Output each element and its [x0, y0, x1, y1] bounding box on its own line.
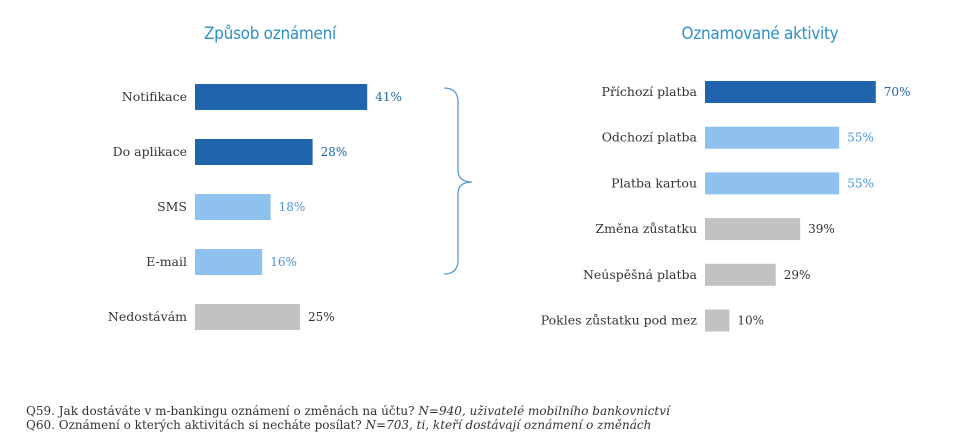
value-label: 16% — [270, 255, 297, 269]
category-label: Do aplikace — [113, 144, 187, 159]
value-label: 39% — [808, 222, 835, 236]
category-label: Platba kartou — [611, 175, 697, 190]
footnote-q60-sample: N=703, ti, kteří dostávají oznámení o zm… — [365, 418, 652, 432]
value-label: 25% — [308, 310, 335, 324]
bar-sms — [195, 194, 271, 220]
bar-do-aplikace — [195, 139, 313, 165]
chart-title-left: Způsob oznámení — [204, 24, 336, 44]
bar-příchozí-platba — [705, 81, 876, 103]
value-label: 70% — [884, 85, 911, 99]
bar-pokles-zůstatku-pod-mez — [705, 309, 730, 332]
bar-změna-zůstatku — [705, 218, 801, 241]
category-label: E-mail — [146, 254, 187, 269]
value-label: 29% — [784, 268, 811, 282]
bar-neúspěšná-platba — [705, 263, 776, 286]
chart-left-bars: Notifikace 41% Do aplikace 28% SMS 18% E-mail 1… — [108, 84, 402, 330]
footnote-q60-question: Q60. Oznámení o kterých aktivitách si ne… — [26, 418, 366, 432]
footnote-q59-question: Q59. Jak dostáváte v m-bankingu oznámení… — [26, 404, 419, 418]
value-label: 28% — [321, 145, 348, 159]
footnote-q59-sample: N=940, uživatelé mobilního bankovnictví — [418, 404, 670, 418]
category-label: SMS — [157, 199, 187, 214]
value-label: 41% — [375, 90, 402, 104]
bar-odchozí-platba — [705, 126, 840, 149]
value-label: 10% — [737, 314, 764, 328]
bar-platba-kartou — [705, 172, 840, 195]
value-label: 18% — [279, 200, 306, 214]
value-label: 55% — [847, 131, 874, 145]
category-label: Nedostávám — [108, 309, 187, 324]
bracket-connector — [443, 87, 473, 275]
category-label: Pokles zůstatku pod mez — [541, 313, 698, 328]
category-label: Notifikace — [122, 89, 187, 104]
chart-title-right: Oznamované aktivity — [681, 24, 839, 44]
footnote-q60: Q60. Oznámení o kterých aktivitách si ne… — [26, 418, 651, 432]
bar-nedostávám — [195, 304, 300, 330]
category-label: Změna zůstatku — [595, 221, 697, 236]
category-label: Odchozí platba — [602, 130, 698, 145]
bar-notifikace — [195, 84, 368, 110]
chart-right-bars: Příchozí platba 70% Odchozí platba 55% Platb… — [541, 81, 911, 332]
footnote-q59: Q59. Jak dostáváte v m-bankingu oznámení… — [26, 404, 670, 418]
category-label: Příchozí platba — [602, 84, 698, 99]
category-label: Neúspěšná platba — [583, 267, 698, 282]
value-label: 55% — [847, 176, 874, 190]
bar-e-mail — [195, 249, 263, 275]
